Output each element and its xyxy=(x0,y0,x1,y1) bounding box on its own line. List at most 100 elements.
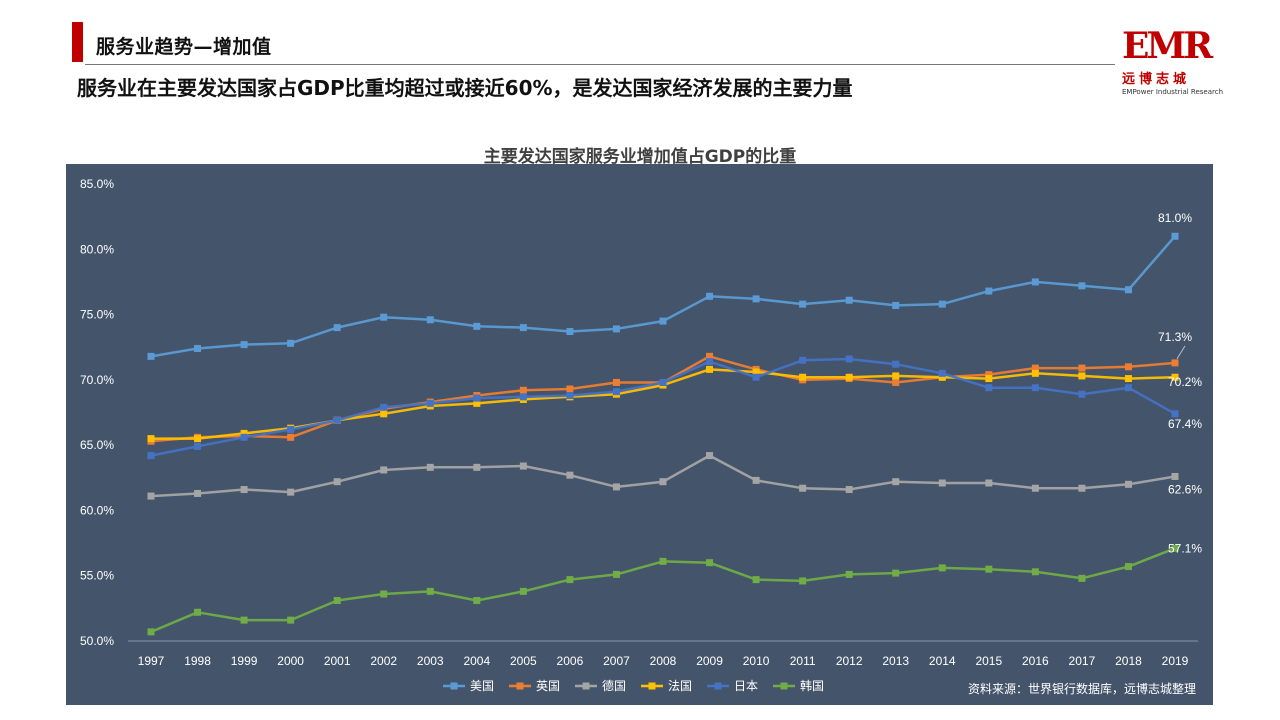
data-point-uk xyxy=(1124,363,1132,371)
data-label-korea: 57.1% xyxy=(1168,541,1202,555)
data-point-korea xyxy=(519,587,527,595)
legend-item-korea: 韩国 xyxy=(773,678,824,693)
data-point-korea xyxy=(1171,544,1179,552)
data-point-japan xyxy=(194,442,202,450)
data-point-france xyxy=(473,399,481,407)
data-point-japan xyxy=(985,384,993,392)
data-point-france xyxy=(1124,375,1132,383)
data-point-japan xyxy=(566,392,574,400)
x-tick-label: 2018 xyxy=(1115,654,1142,668)
data-point-japan xyxy=(892,360,900,368)
legend-item-japan: 日本 xyxy=(707,679,758,693)
x-tick-label: 2003 xyxy=(417,654,444,668)
data-point-uk xyxy=(1078,364,1086,372)
data-point-germany xyxy=(194,489,202,497)
data-point-usa xyxy=(240,341,248,349)
data-point-korea xyxy=(845,570,853,578)
data-point-japan xyxy=(1124,384,1132,392)
data-point-france xyxy=(799,373,807,381)
data-point-germany xyxy=(612,483,620,491)
data-point-usa xyxy=(985,287,993,295)
source-note: 资料来源：世界银行数据库，远博志城整理 xyxy=(968,681,1196,696)
data-point-uk xyxy=(1171,359,1179,367)
data-point-germany xyxy=(659,478,667,486)
x-tick-label: 2007 xyxy=(603,654,630,668)
data-point-germany xyxy=(799,484,807,492)
data-point-germany xyxy=(1171,472,1179,480)
data-point-japan xyxy=(473,394,481,402)
data-point-uk xyxy=(1031,364,1039,372)
data-point-france xyxy=(240,429,248,437)
data-point-japan xyxy=(938,369,946,377)
data-point-germany xyxy=(519,462,527,470)
data-point-korea xyxy=(566,576,574,584)
legend-item-usa: 美国 xyxy=(443,679,494,693)
legend-label: 法国 xyxy=(668,679,692,693)
x-tick-label: 2008 xyxy=(650,654,677,668)
x-tick-label: 2005 xyxy=(510,654,537,668)
legend-marker xyxy=(516,682,524,690)
data-point-korea xyxy=(706,559,714,567)
data-point-korea xyxy=(752,576,760,584)
y-tick-label: 60.0% xyxy=(80,503,114,517)
data-point-france xyxy=(752,368,760,376)
data-point-usa xyxy=(892,301,900,309)
series-line-japan xyxy=(150,357,1176,457)
data-point-japan xyxy=(1031,384,1039,392)
data-point-france xyxy=(380,410,388,418)
data-point-japan xyxy=(752,373,760,381)
data-point-korea xyxy=(659,557,667,565)
y-tick-label: 70.0% xyxy=(80,373,114,387)
x-tick-label: 2017 xyxy=(1069,654,1096,668)
x-tick-label: 1998 xyxy=(184,654,211,668)
series-line-uk xyxy=(150,355,1176,443)
data-point-usa xyxy=(287,339,295,347)
header-divider xyxy=(85,64,1115,65)
x-tick-label: 2011 xyxy=(790,654,816,668)
data-point-germany xyxy=(287,488,295,496)
data-point-germany xyxy=(845,486,853,494)
data-point-germany xyxy=(1031,484,1039,492)
data-point-germany xyxy=(892,478,900,486)
data-point-korea xyxy=(147,628,155,636)
data-point-korea xyxy=(1031,568,1039,576)
data-point-korea xyxy=(333,597,341,605)
data-point-usa xyxy=(566,328,574,336)
data-point-japan xyxy=(799,356,807,364)
data-point-germany xyxy=(473,463,481,471)
legend-label: 德国 xyxy=(602,678,626,693)
data-point-japan xyxy=(612,388,620,396)
data-point-usa xyxy=(799,300,807,308)
data-point-korea xyxy=(287,616,295,624)
data-point-france xyxy=(147,435,155,443)
data-point-germany xyxy=(1124,480,1132,488)
data-point-germany xyxy=(752,476,760,484)
x-tick-label: 2014 xyxy=(929,654,956,668)
data-point-korea xyxy=(380,590,388,598)
y-tick-label: 85.0% xyxy=(80,177,114,191)
data-point-korea xyxy=(194,608,202,616)
x-tick-label: 2002 xyxy=(370,654,397,668)
x-tick-label: 2006 xyxy=(557,654,584,668)
series-korea xyxy=(147,544,1179,636)
data-point-korea xyxy=(799,577,807,585)
x-tick-label: 2000 xyxy=(277,654,304,668)
leader-line-uk xyxy=(1176,345,1186,360)
series-germany xyxy=(147,452,1179,500)
logo: EMR 远博志城 EMPower Industrial Research xyxy=(1122,28,1238,104)
data-point-usa xyxy=(1078,282,1086,290)
accent-bar xyxy=(72,22,83,62)
data-point-japan xyxy=(380,403,388,411)
x-tick-label: 1997 xyxy=(138,654,165,668)
legend-label: 美国 xyxy=(470,679,494,693)
data-point-japan xyxy=(1078,390,1086,398)
x-tick-label: 2016 xyxy=(1022,654,1049,668)
data-point-usa xyxy=(426,316,434,324)
headline: 服务业在主要发达国家占GDP比重均超过或接近60%，是发达国家经济发展的主要力量 xyxy=(77,76,853,100)
data-point-germany xyxy=(985,479,993,487)
data-point-france xyxy=(985,375,993,383)
data-point-usa xyxy=(380,313,388,321)
data-label-japan: 67.4% xyxy=(1168,417,1202,431)
legend-marker xyxy=(780,682,788,690)
